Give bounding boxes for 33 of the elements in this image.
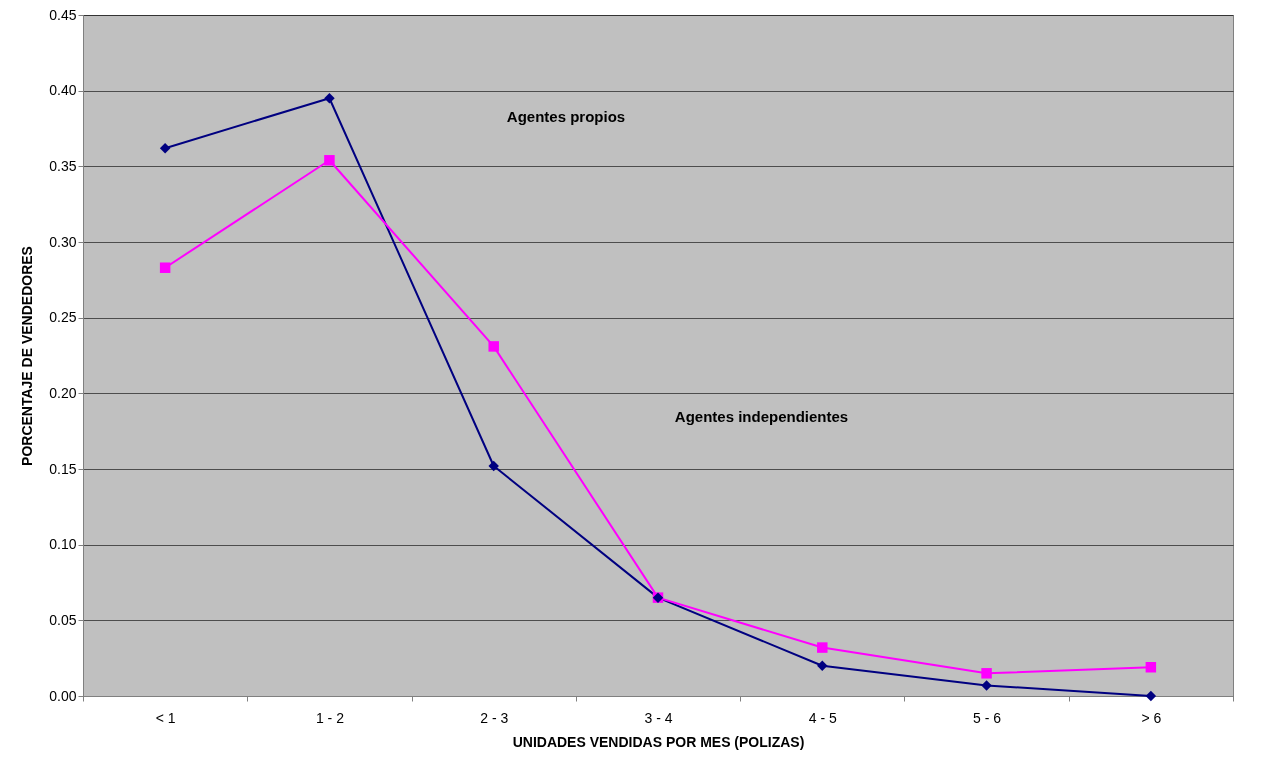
y-tick-label: 0.35 [49, 157, 77, 174]
y-tick-label: 0.30 [49, 233, 77, 250]
point [817, 642, 828, 653]
point [159, 262, 171, 273]
x-tick-label: 3 - 4 [644, 709, 673, 726]
point [981, 668, 992, 679]
y-tick-label: 0.45 [49, 6, 77, 23]
y-tick-label: 0.20 [49, 384, 77, 401]
point [817, 660, 828, 671]
x-tick-label: < 1 [155, 709, 176, 726]
x-tick-label: > 6 [1141, 709, 1162, 726]
x-tick-label: 5 - 6 [973, 709, 1002, 726]
x-axis-title: UNIDADES VENDIDAS POR MES (POLIZAS) [512, 733, 805, 750]
y-tick-label: 0.00 [49, 687, 77, 704]
point [324, 92, 335, 104]
x-tick-label: 2 - 3 [480, 709, 509, 726]
annotation: Agentes independientes [674, 407, 849, 425]
y-tick-label: 0.10 [49, 536, 77, 553]
x-tick-label: 4 - 5 [808, 709, 838, 726]
y-tick-label: 0.40 [49, 82, 77, 99]
point [488, 460, 499, 472]
point [1145, 662, 1157, 673]
y-axis-title: PORCENTAJE DE VENDEDORES [19, 246, 36, 466]
point [159, 142, 171, 154]
annotation: Agentes propios [506, 108, 626, 126]
y-tick-label: 0.05 [49, 611, 77, 628]
x-tick-label: 1 - 2 [315, 709, 345, 726]
y-tick-label: 0.15 [49, 460, 77, 477]
point [488, 341, 499, 352]
point [1145, 690, 1157, 702]
y-tick-label: 0.25 [49, 309, 77, 326]
point [981, 680, 992, 691]
point [324, 155, 335, 166]
